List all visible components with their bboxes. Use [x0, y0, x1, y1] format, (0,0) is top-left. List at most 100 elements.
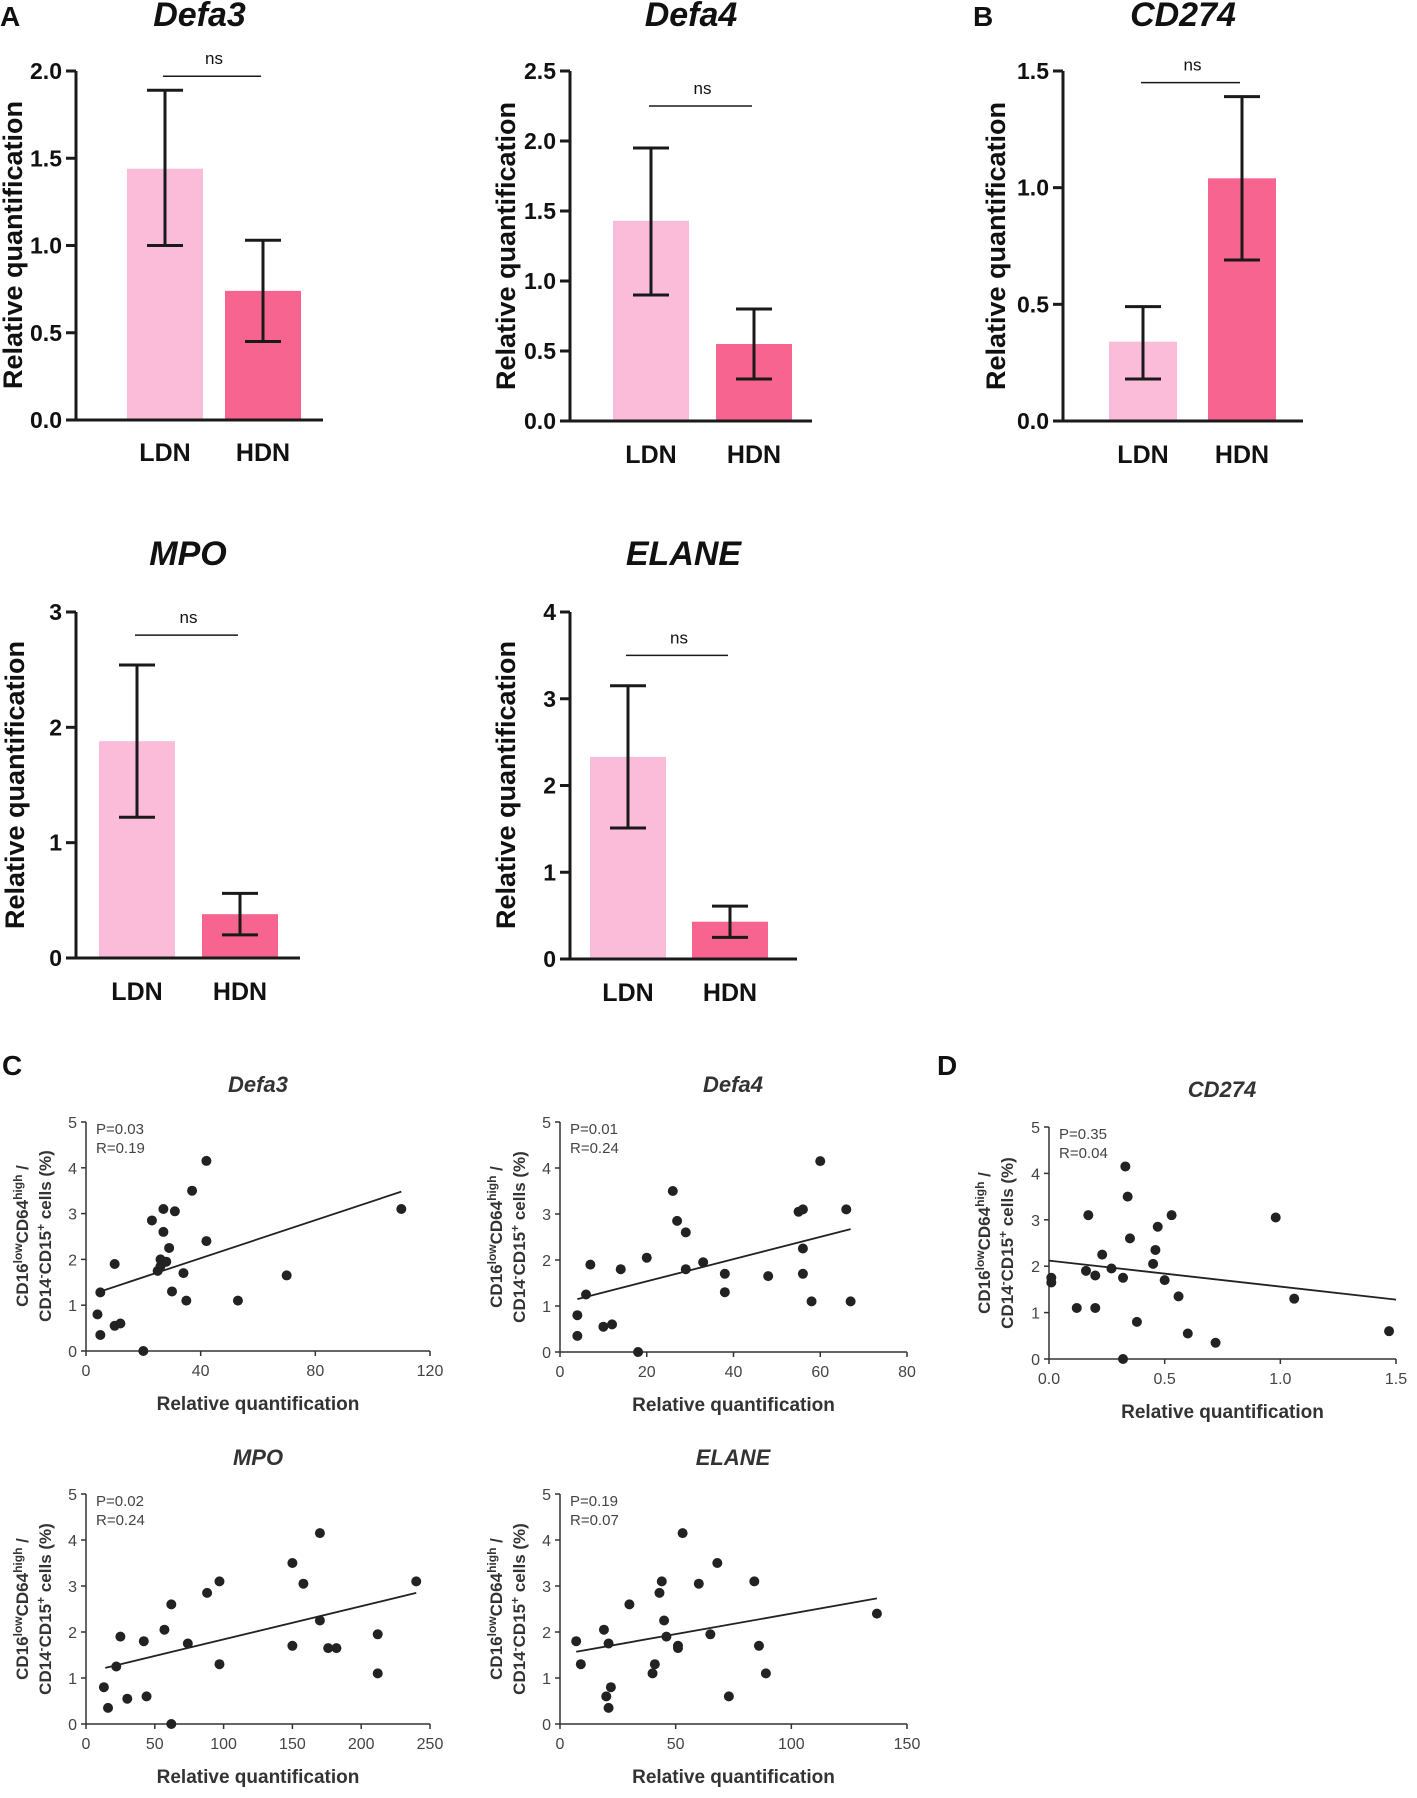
mpo-bar-error-bar-hdn: [222, 891, 258, 937]
mpo-scatter-y-tick-label: 2: [68, 1625, 77, 1642]
mpo-scatter-y-label-part: CD14: [36, 1651, 55, 1695]
mpo-scatter-r-value: R=0.24: [96, 1512, 145, 1529]
cd274-bar-category-label: LDN: [1117, 441, 1168, 469]
defa4-scatter-data-point: [797, 1204, 808, 1215]
elane-scatter-chart: ELANE Relative quantification CD16lowCD64h…: [485, 1445, 920, 1788]
elane-scatter-data-point: [603, 1638, 614, 1649]
defa4-scatter-r-value: R=0.24: [570, 1140, 619, 1157]
mpo-scatter-x-tick-label: 50: [146, 1736, 164, 1753]
defa4-scatter-y-label-part: low: [485, 1244, 499, 1265]
cd274-bar-error-bar-ldn: [1125, 305, 1161, 381]
defa4-scatter-y-label-part: CD15: [510, 1232, 529, 1275]
defa3-bar-error-bar-hdn: [245, 238, 281, 343]
defa3-scatter-data-point: [95, 1287, 106, 1298]
defa4-scatter-chart: Defa4 Relative quantification CD16lowCD64h…: [485, 1072, 916, 1416]
elane-scatter-y-tick-label: 1: [542, 1671, 551, 1688]
elane-scatter-data-point: [601, 1691, 612, 1702]
defa3-bar-category-label: LDN: [139, 439, 190, 467]
cd274-scatter-data-point: [1166, 1210, 1177, 1221]
defa4-scatter-data-point: [763, 1271, 774, 1282]
defa3-bar-category-label: HDN: [236, 439, 290, 467]
defa4-scatter-regression-line: [577, 1228, 851, 1300]
defa4-scatter-y-label-part: high: [485, 1176, 499, 1201]
defa3-scatter-y-label-part: +: [34, 1224, 48, 1231]
mpo-scatter-data-point: [182, 1638, 193, 1649]
cd274-scatter-x-axis-label: Relative quantification: [1121, 1402, 1324, 1423]
defa3-scatter-y-label-part: CD64: [13, 1199, 32, 1243]
panel-label-b: B: [973, 1, 993, 32]
defa3-scatter-y-label-part: -: [34, 1274, 48, 1278]
cd274-scatter-data-point: [1182, 1328, 1193, 1339]
elane-scatter-y-label-part: +: [508, 1597, 522, 1604]
cd274-bar-y-axis-label: Relative quantification: [981, 102, 1011, 390]
mpo-scatter-x-axis-label: Relative quantification: [157, 1767, 360, 1788]
defa3-scatter-data-point: [158, 1226, 169, 1237]
defa4-scatter-data-point: [797, 1243, 808, 1254]
defa4-scatter-data-point: [633, 1347, 644, 1357]
cd274-scatter-data-point: [1071, 1302, 1082, 1313]
defa3-scatter-data-point: [232, 1295, 243, 1306]
cd274-bar-y-tick-label: 1.0: [1017, 175, 1049, 201]
elane-scatter-data-point: [753, 1640, 764, 1651]
defa3-bar-y-tick-label: 2.0: [30, 58, 62, 84]
defa4-scatter-y-tick-label: 0: [542, 1345, 551, 1362]
elane-scatter-p-value: P=0.19: [570, 1493, 618, 1510]
cd274-scatter-data-point: [1150, 1244, 1161, 1255]
defa3-bar-y-axis-label: Relative quantification: [0, 101, 28, 389]
cd274-scatter-chart: CD274 Relative quantification CD16lowCD64h…: [973, 1077, 1407, 1423]
mpo-scatter-data-point: [411, 1576, 422, 1587]
elane-scatter-data-point: [712, 1558, 723, 1568]
elane-scatter-data-point: [647, 1668, 658, 1679]
mpo-scatter-data-point: [287, 1558, 298, 1568]
defa4-bar-category-label: HDN: [727, 441, 781, 469]
mpo-scatter-data-point: [166, 1719, 177, 1729]
defa3-scatter-data-point: [201, 1155, 212, 1166]
cd274-scatter-y-tick-label: 4: [1031, 1166, 1040, 1183]
cd274-scatter-y-label-part: CD14: [998, 1285, 1017, 1329]
defa3-scatter-y-tick-label: 4: [68, 1161, 77, 1178]
elane-scatter-x-tick-label: 100: [778, 1736, 805, 1753]
defa3-scatter-x-tick-label: 120: [417, 1363, 444, 1380]
cd274-scatter-y-tick-label: 2: [1031, 1259, 1040, 1276]
defa3-scatter-y-label-part: CD14: [36, 1278, 55, 1322]
elane-scatter-data-point: [661, 1631, 672, 1642]
mpo-scatter-y-axis-label: CD16lowCD64high / CD14-CD15+ cells (%): [11, 1523, 55, 1695]
cd274-scatter-y-tick-label: 5: [1031, 1120, 1040, 1137]
defa3-scatter-chart: Defa3 Relative quantification CD16lowCD64h…: [11, 1072, 443, 1415]
cd274-scatter-x-tick-label: 1.5: [1385, 1371, 1407, 1388]
defa4-scatter-y-tick-label: 1: [542, 1299, 551, 1316]
mpo-scatter-data-point: [98, 1682, 109, 1693]
mpo-scatter-data-point: [323, 1643, 334, 1654]
cd274-scatter-data-point: [1270, 1212, 1281, 1223]
defa3-scatter-data-point: [201, 1236, 212, 1247]
cd274-scatter-data-point: [1090, 1302, 1101, 1313]
elane-scatter-data-point: [603, 1702, 614, 1713]
elane-bar-y-tick-label: 1: [543, 859, 556, 885]
mpo-scatter-data-point: [314, 1528, 325, 1539]
defa4-scatter-p-value: P=0.01: [570, 1121, 618, 1138]
defa4-scatter-y-tick-label: 4: [542, 1161, 551, 1178]
elane-scatter-x-tick-label: 150: [894, 1736, 921, 1753]
elane-bar-error-bar-ldn: [610, 684, 646, 830]
mpo-scatter-y-tick-label: 0: [68, 1717, 77, 1734]
defa4-scatter-title: Defa4: [703, 1072, 763, 1097]
mpo-scatter-data-point: [214, 1659, 225, 1670]
cd274-scatter-y-tick-label: 1: [1031, 1306, 1040, 1323]
defa4-scatter-data-point: [572, 1330, 583, 1341]
cd274-scatter-data-point: [1131, 1316, 1142, 1327]
defa4-scatter-data-point: [680, 1227, 691, 1238]
mpo-scatter-title: MPO: [233, 1445, 283, 1470]
mpo-scatter-data-point: [166, 1599, 177, 1610]
defa3-scatter-r-value: R=0.19: [96, 1140, 145, 1157]
defa3-bar-y-tick-label: 0.5: [30, 320, 62, 346]
mpo-scatter-data-point: [314, 1615, 325, 1626]
cd274-bar-error-bar-hdn: [1224, 95, 1260, 262]
elane-bar-y-tick-label: 4: [543, 599, 556, 625]
defa4-scatter-y-label-part: CD16: [487, 1264, 506, 1307]
cd274-bar-title: CD274: [1130, 0, 1236, 34]
mpo-scatter-p-value: P=0.02: [96, 1493, 144, 1510]
mpo-bar-chart: MPO Relative quantification 0 1 2 3 LDN HDN ns: [0, 535, 300, 1006]
elane-scatter-data-point: [598, 1624, 609, 1635]
cd274-scatter-y-label-part: CD64: [975, 1206, 994, 1250]
